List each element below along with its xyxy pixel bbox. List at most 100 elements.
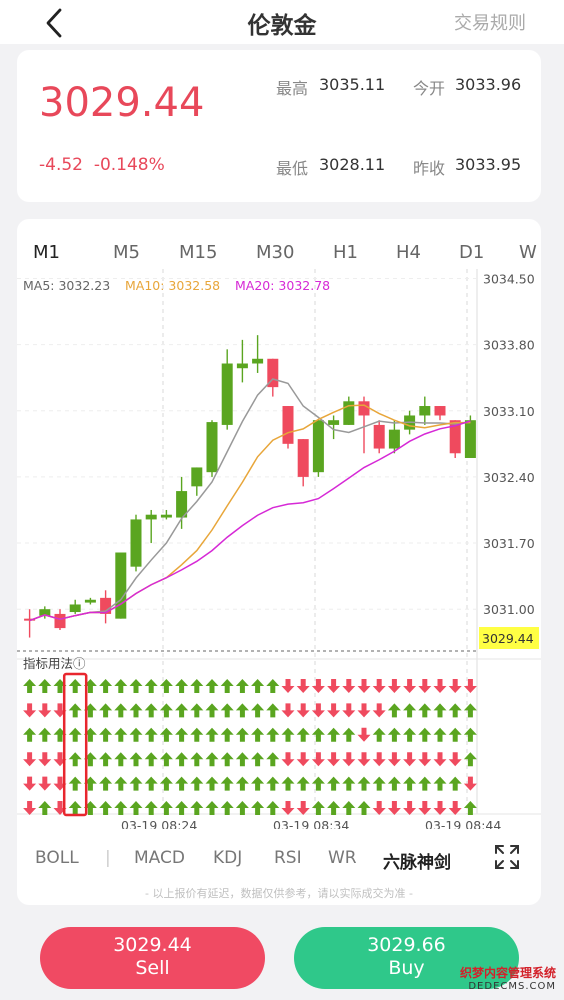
up-arrow-icon [403, 703, 417, 718]
up-arrow-icon [418, 727, 432, 742]
buy-button[interactable]: 3029.66 Buy [294, 927, 519, 989]
up-arrow-icon [129, 776, 143, 791]
up-arrow-icon [311, 727, 325, 742]
up-arrow-icon [235, 679, 249, 693]
candle-body [84, 599, 96, 603]
up-arrow-icon [114, 727, 128, 742]
up-arrow-icon [357, 801, 371, 815]
candle-body [267, 358, 279, 388]
tab-kdj-label: KDJ [213, 848, 243, 868]
up-arrow-icon [159, 776, 173, 791]
candle-body [343, 401, 355, 425]
down-arrow-icon [311, 752, 325, 767]
tab-timeframe-m30[interactable]: M30 [256, 242, 295, 263]
down-arrow-icon [38, 703, 52, 718]
candle-body [160, 514, 172, 518]
down-arrow-icon [387, 679, 401, 693]
tab-timeframe-d1[interactable]: D1 [459, 242, 485, 263]
candle-body [312, 420, 324, 473]
up-arrow-icon [235, 801, 249, 815]
down-arrow-icon [342, 703, 356, 718]
y-tick-label: 3031.00 [483, 602, 535, 617]
indicator-tab-boll[interactable]: BOLL [35, 848, 79, 868]
down-arrow-icon [281, 679, 295, 693]
up-arrow-icon [159, 679, 173, 693]
current-price: 3029.44 [39, 80, 205, 126]
down-arrow-icon [403, 679, 417, 693]
up-arrow-icon [463, 727, 477, 742]
tab-timeframe-m15[interactable]: M15 [179, 242, 218, 263]
candle-body [419, 406, 431, 416]
up-arrow-icon [387, 727, 401, 742]
tab-timeframe-m5[interactable]: M5 [113, 242, 140, 263]
low-label: 最低 [276, 159, 309, 178]
up-arrow-icon [372, 727, 386, 742]
down-arrow-icon [281, 752, 295, 767]
indicator-tab-kdj[interactable]: KDJ [213, 848, 242, 868]
up-arrow-icon [175, 679, 189, 693]
down-arrow-icon [403, 801, 417, 815]
tab-timeframe-h4[interactable]: H4 [396, 242, 421, 263]
up-arrow-icon [266, 703, 280, 718]
down-arrow-icon [296, 801, 310, 815]
indicator-tab-rsi[interactable]: RSI [274, 848, 302, 868]
low-value: 3028.11 [319, 155, 386, 174]
data-disclaimer: - 以上报价有延迟，数据仅供参考，请以实际成交为准 - [145, 887, 413, 900]
down-arrow-icon [463, 776, 477, 791]
up-arrow-icon [129, 679, 143, 693]
down-arrow-icon [342, 679, 356, 693]
up-arrow-icon [129, 801, 143, 815]
down-arrow-icon [372, 679, 386, 693]
down-arrow-icon [311, 703, 325, 718]
candle-body [464, 420, 476, 458]
up-arrow-icon [144, 679, 158, 693]
tab-timeframe-h1[interactable]: H1 [333, 242, 358, 263]
up-arrow-icon [99, 776, 113, 791]
up-arrow-icon [159, 703, 173, 718]
up-arrow-icon [251, 776, 265, 791]
up-arrow-icon [129, 727, 143, 742]
kline-chart[interactable]: 3034.50 3033.80 3033.10 3032.40 3031.70 3031.… [17, 219, 541, 829]
tab-divider: | [105, 848, 111, 868]
tab-timeframe-m1[interactable]: M1 [33, 242, 60, 263]
up-arrow-icon [68, 679, 82, 693]
buy-label: Buy [388, 957, 425, 979]
fullscreen-button[interactable] [493, 843, 521, 875]
candle-body [145, 514, 157, 520]
down-arrow-icon [448, 752, 462, 767]
up-arrow-icon [129, 703, 143, 718]
up-arrow-icon [327, 776, 341, 791]
indicator-tab-wr[interactable]: WR [328, 848, 357, 868]
candle-body [206, 422, 218, 473]
up-arrow-icon [114, 679, 128, 693]
up-arrow-icon [68, 801, 82, 815]
indicator-tab-macd[interactable]: MACD [134, 848, 185, 868]
indicator-tab-liumai[interactable]: 六脉神剑 [383, 848, 451, 873]
up-arrow-icon [418, 703, 432, 718]
up-arrow-icon [114, 776, 128, 791]
up-arrow-icon [342, 776, 356, 791]
up-arrow-icon [266, 727, 280, 742]
candle-body [328, 420, 340, 425]
up-arrow-icon [129, 752, 143, 767]
candle-body [297, 439, 309, 477]
tab-timeframe-w[interactable]: W [519, 242, 537, 263]
up-arrow-icon [372, 776, 386, 791]
current-price-tag-label: 3029.44 [482, 631, 534, 646]
up-arrow-icon [205, 752, 219, 767]
sell-button[interactable]: 3029.44 Sell [40, 927, 265, 989]
up-arrow-icon [114, 752, 128, 767]
candle-body [24, 618, 36, 621]
up-arrow-icon [327, 801, 341, 815]
x-tick-label: 03-19 08:24 [121, 818, 197, 829]
up-arrow-icon [159, 752, 173, 767]
down-arrow-icon [372, 752, 386, 767]
back-button[interactable] [40, 6, 70, 40]
trading-rules-link[interactable]: 交易规则 [454, 13, 526, 34]
up-arrow-icon [114, 801, 128, 815]
ma5-line [29, 378, 471, 622]
x-tick-label: 03-19 08:44 [425, 818, 501, 829]
up-arrow-icon [266, 801, 280, 815]
down-arrow-icon [327, 679, 341, 693]
highlight-column-box [62, 672, 88, 817]
